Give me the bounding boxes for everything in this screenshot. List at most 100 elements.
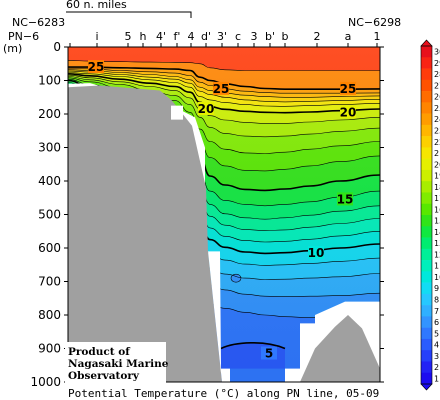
colorbar-swatch	[421, 91, 432, 103]
isotherm-line	[67, 76, 381, 138]
station-label: 4'	[156, 30, 166, 43]
colorbar-swatch	[421, 158, 432, 171]
credit-background	[65, 342, 166, 383]
colorbar-swatch	[421, 57, 432, 69]
station-label: 1	[374, 30, 381, 43]
colorbar-label: 14	[434, 228, 440, 237]
station-label: b'	[265, 30, 275, 43]
colorbar-swatch	[421, 113, 432, 126]
colorbar-label: 24	[434, 115, 440, 124]
colorbar-swatch	[421, 102, 432, 114]
colorbar-swatch	[421, 79, 432, 92]
station-label: i	[95, 30, 98, 43]
station-label: a	[345, 30, 352, 43]
colorbar-label: 30	[434, 48, 440, 57]
seafloor	[68, 83, 380, 383]
colorbar-swatch	[421, 181, 432, 193]
colorbar-label: 26	[434, 93, 440, 102]
colorbar-label: 19	[434, 172, 440, 181]
isotherm-line	[220, 342, 286, 350]
contour-label-bg	[88, 60, 104, 74]
colorbar-label: 10	[434, 273, 440, 282]
plot-frame	[67, 46, 381, 383]
y-tick-label: 800	[38, 308, 61, 322]
y-tick-label: 500	[38, 208, 61, 222]
colorbar-frame	[420, 45, 433, 385]
colorbar-label: 2	[434, 363, 439, 372]
contour-label: 20	[198, 102, 215, 116]
station-label: b	[282, 30, 289, 43]
colorbar-max-arrow	[420, 39, 433, 47]
colorbar-label: 4	[434, 341, 439, 350]
colorbar-swatch	[421, 46, 432, 58]
colorbar-swatch	[421, 327, 432, 340]
chart-title: Potential Temperature (°C) along PN line…	[68, 387, 379, 400]
scale-bar	[66, 11, 192, 18]
colorbar-label: 20	[434, 160, 440, 169]
colorbar-label: 22	[434, 138, 440, 147]
colorbar-label: 17	[434, 194, 440, 203]
credit-box: Product of Nagasaki Marine Observatory	[65, 342, 169, 383]
colorbar-label: 13	[434, 239, 440, 248]
contour-label-bg	[340, 105, 356, 119]
colorbar-swatch	[421, 147, 432, 159]
contour-label-bg	[261, 346, 277, 360]
plot-area: 25 25 25 20 20 15 10 5	[67, 47, 381, 383]
y-axis-ticks: 0 100 200 300 400 500 600 700 800 900 1000	[30, 40, 384, 389]
colorbar-label: 23	[434, 127, 440, 136]
contour-labels: 25 25 25 20 20 15 10 5	[88, 60, 357, 361]
colorbar-label: 28	[434, 70, 440, 79]
station-label: PN−6	[8, 30, 39, 43]
colorbar-swatch	[421, 361, 432, 374]
contour-label: 25	[88, 60, 105, 74]
contour-label: 15	[337, 192, 354, 206]
colorbar-min-arrow	[420, 383, 433, 391]
continental-slope	[68, 85, 222, 383]
colorbar-swatch	[421, 316, 432, 328]
colorbar-label: 29	[434, 59, 440, 68]
colorbar-label: 25	[434, 104, 440, 113]
colorbar-swatch	[421, 237, 432, 250]
isotherm-line	[67, 74, 381, 124]
isotherm-line	[67, 60, 380, 71]
colorbar-swatch	[421, 169, 432, 182]
colorbar-label: 3	[434, 352, 439, 361]
colorbar-label: 12	[434, 250, 440, 259]
y-tick-label: 200	[38, 107, 61, 121]
contour-label: 5	[265, 347, 273, 361]
contour-label-bg	[198, 101, 214, 115]
colorbar-swatch	[421, 293, 432, 306]
colorbar-swatch	[421, 271, 432, 283]
colorbar-label: 21	[434, 149, 440, 158]
y-tick-label: 700	[38, 275, 61, 289]
colorbar-label: 1	[434, 374, 439, 383]
y-tick-label: 900	[38, 342, 61, 356]
colorbar-swatch	[421, 136, 432, 148]
scale-bar-label: 60 n. miles	[66, 0, 127, 11]
station-label: 4	[188, 30, 195, 43]
colorbar-swatch	[421, 124, 432, 137]
station-label: c	[235, 30, 241, 43]
colorbar-swatch	[421, 350, 432, 362]
contour-label-bg	[337, 192, 353, 206]
station-label: 2	[314, 30, 321, 43]
colorbar-swatch	[421, 192, 432, 205]
isotherm-line	[67, 70, 381, 103]
colorbar-label: 7	[434, 307, 439, 316]
colorbar-label: 27	[434, 81, 440, 90]
contour-label-bg	[213, 81, 229, 95]
contour-label-bg	[340, 81, 356, 95]
credit-line-1: Product of	[68, 346, 131, 358]
colorbar-label: 11	[434, 262, 440, 271]
y-axis-unit: (m)	[3, 42, 22, 55]
seamount	[300, 315, 380, 382]
blank-area	[171, 105, 183, 120]
colorbar-swatch	[421, 215, 432, 227]
contour-label: 10	[308, 246, 325, 260]
isotherm-line	[68, 66, 381, 91]
credit-line-3: Observatory	[68, 370, 140, 382]
blank-area	[208, 251, 230, 382]
y-tick-label: 0	[53, 40, 61, 54]
contour-label: 25	[340, 82, 357, 96]
